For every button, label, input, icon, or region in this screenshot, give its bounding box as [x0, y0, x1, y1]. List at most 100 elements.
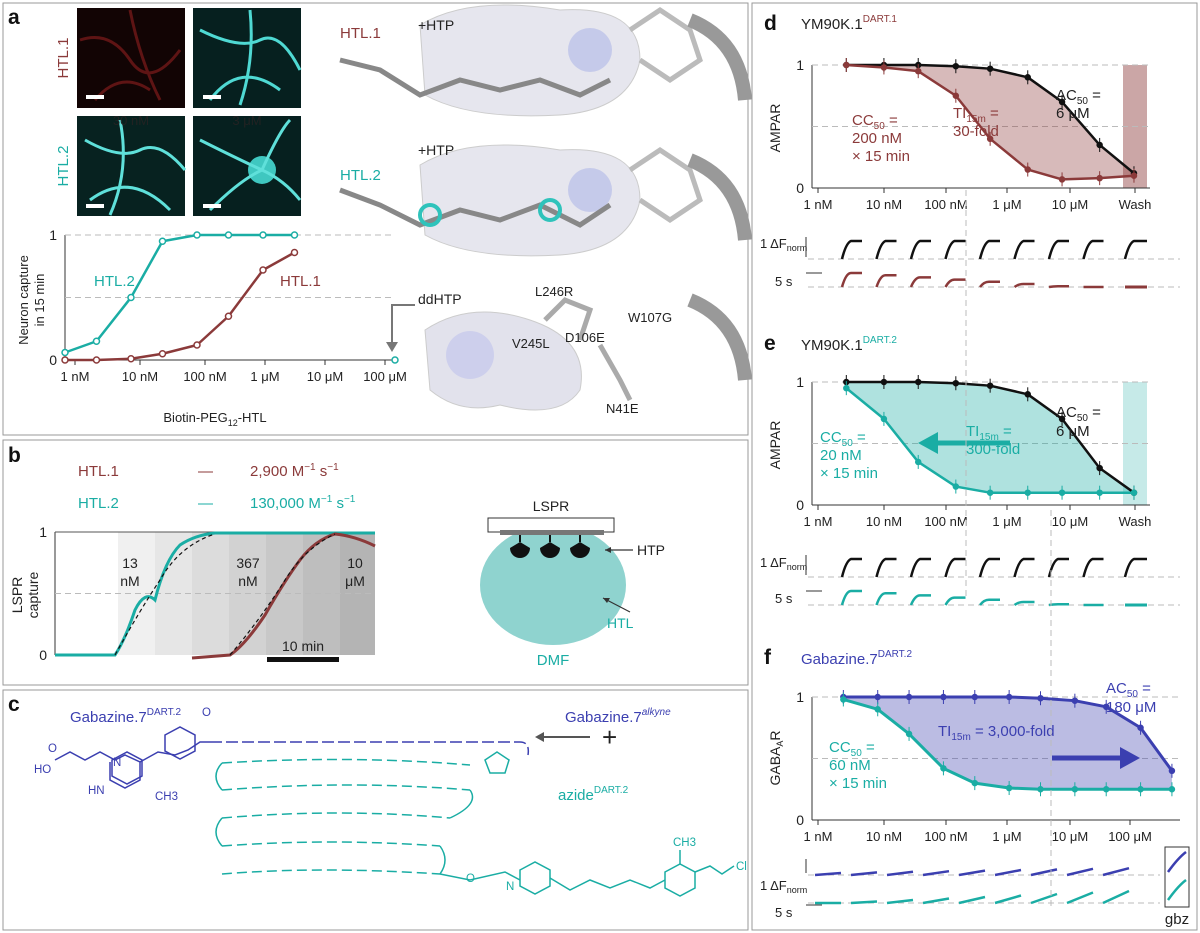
scale-bar	[86, 95, 104, 99]
therapeutic-window-fill	[846, 65, 1134, 180]
e-cc50-3: × 15 min	[820, 465, 878, 482]
lspr-schematic	[480, 517, 633, 645]
htp-protein	[540, 542, 560, 558]
chart-e-ylabel: AMPAR	[767, 421, 783, 470]
mutation-w107g: W107G	[628, 310, 672, 325]
trace-top	[944, 239, 966, 260]
panel-d-title: YM90K.1DART.1	[801, 14, 897, 33]
gbz-box	[1164, 846, 1190, 908]
x-tick-label: 100 nM	[924, 197, 967, 212]
traces-d	[805, 237, 1180, 289]
time-scale-label: 10 min	[282, 638, 324, 654]
trace-bottom	[979, 598, 1000, 606]
trace-wash-top	[1123, 239, 1147, 260]
data-point-HTL.1	[259, 266, 267, 274]
trace-bottom	[944, 278, 966, 288]
chart-f-ylabel: GABAAR	[767, 730, 785, 785]
chart-a-ylabel-2: in 15 min	[32, 274, 47, 327]
panel-d-letter: d	[764, 12, 777, 35]
x-tick-label: 1 nM	[804, 514, 833, 529]
trace-bottom	[1013, 282, 1035, 289]
gabazine-dart2-label: Gabazine.7DART.2	[70, 707, 181, 726]
ligand-htl2	[339, 187, 612, 228]
conc-label: 13	[122, 555, 138, 571]
rate-dash-htl2: —	[198, 495, 213, 512]
x-tick-label: 10 nM	[122, 369, 158, 384]
trace-top	[850, 871, 878, 877]
trace-bottom	[1048, 284, 1069, 289]
trace-bottom	[922, 897, 950, 905]
data-point-HTL.2	[290, 231, 299, 239]
panel-e-title: YM90K.1DART.2	[801, 335, 897, 354]
scale-bar	[203, 204, 221, 208]
y-tick-label: 1	[796, 374, 804, 390]
ligand-htl1	[339, 57, 612, 98]
atom-o-amide: O	[466, 873, 475, 885]
e-cc50-2: 20 nM	[820, 447, 862, 464]
trace-gbz-top	[1166, 851, 1187, 873]
data-point-HTL.1	[290, 248, 299, 257]
lspr-label: LSPR	[533, 498, 570, 514]
residues	[543, 297, 633, 402]
azide-dart2-label: azideDART.2	[558, 785, 629, 804]
e-ti-2: 300-fold	[966, 441, 1020, 458]
mutation-v245l: V245L	[512, 336, 550, 351]
y-tick-label: 1	[796, 689, 804, 705]
gabazine-alkyne-label: Gabazine.7alkyne	[565, 707, 671, 726]
trace-bottom	[909, 594, 931, 606]
data-point-HTL.2	[127, 293, 135, 302]
dmf-label: DMF	[537, 652, 570, 669]
trace-bottom	[1048, 602, 1069, 607]
shift-arrowhead	[1120, 747, 1140, 769]
mol-label-htl2: HTL.2	[340, 167, 381, 184]
series-line-HTL.1	[65, 251, 296, 362]
panel-f-letter: f	[764, 646, 772, 669]
micrograph-htl1-30nm	[77, 8, 185, 108]
micro-label-htl2: HTL.2	[55, 146, 72, 187]
trace-bottom	[979, 280, 1000, 288]
e-trace-label: 1 ΔFnorm	[760, 555, 807, 572]
y-tick-label: 1	[39, 524, 47, 540]
atom-cl: Cl	[736, 861, 747, 873]
y-tick-label: 0	[39, 647, 47, 663]
data-point-HTL.1	[158, 350, 167, 358]
x-tick-label: 100 nM	[924, 829, 967, 844]
trace-top	[1030, 868, 1058, 877]
traces-f	[805, 846, 1190, 908]
atom-ch3: CH3	[155, 791, 178, 803]
rate-value-htl2: 130,000 M−1 s−1	[250, 494, 356, 512]
data-point-HTL.1	[92, 356, 101, 364]
lspr-chip	[487, 517, 615, 533]
trace-bottom	[840, 271, 862, 288]
atom-o: O	[202, 707, 211, 719]
y-tick-label: 0	[796, 812, 804, 828]
trace-top	[909, 239, 931, 260]
y-tick-label: 0	[796, 497, 804, 513]
time-scale-bar	[267, 657, 339, 662]
x-tick-label: 10 nM	[866, 197, 902, 212]
surface-blue	[568, 28, 612, 72]
panel-e-letter: e	[764, 332, 776, 355]
scale-bar	[86, 204, 104, 208]
x-tick-label: 1 nM	[61, 369, 90, 384]
mol-label-htl1: HTL.1	[340, 25, 381, 42]
x-tick-label: 1 μM	[250, 369, 279, 384]
helix	[687, 153, 752, 241]
traces-e	[805, 555, 1180, 607]
data-point-HTL.2	[193, 231, 201, 239]
data-point-HTL.2	[61, 348, 69, 357]
neurite-red	[79, 9, 182, 101]
atom-ho: HO	[34, 764, 51, 776]
f-ac50-2: 180 μM	[1106, 699, 1156, 716]
neuron-capture-chart: 0 1 1 nM 10 nM 100 nM 1 μM 10 μM 100 μM	[49, 227, 407, 384]
f-trace-scale: 5 s	[775, 905, 793, 920]
trace-bottom	[1013, 600, 1035, 607]
panel-a-letter: a	[8, 6, 20, 29]
e-ac50-2: 6 μM	[1056, 423, 1090, 440]
series-line-htl2	[55, 531, 375, 657]
trace-bottom	[1030, 892, 1058, 905]
e-cc50-1: CC50 =	[820, 429, 866, 449]
trace-bottom	[850, 900, 878, 905]
ring-teal	[538, 198, 562, 222]
htp-label-2: +HTP	[418, 142, 454, 158]
